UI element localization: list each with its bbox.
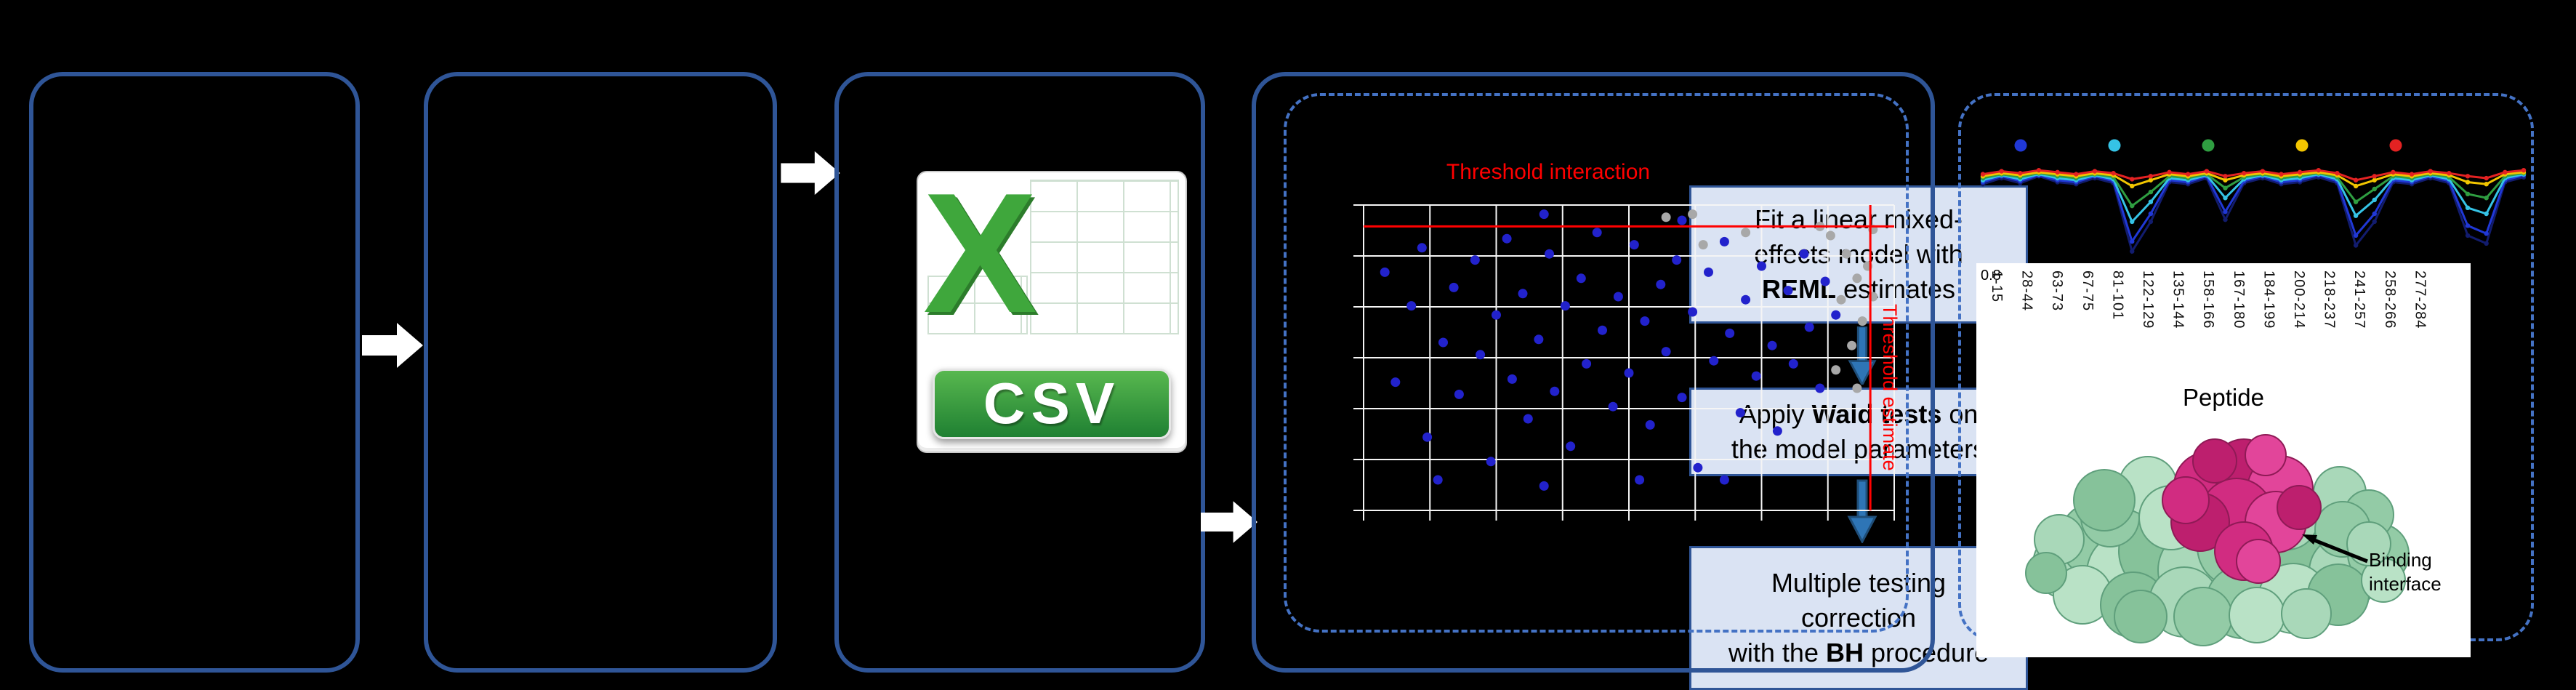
step-wald-tests: Apply Wald tests on the model parameters [1689,388,2028,476]
peptide-tick-label: 67-75 [2079,270,2096,312]
down-arrow-icon [1847,479,1877,543]
annotation-arrow [2314,538,2368,563]
profile-line [1982,173,2524,224]
step-line: Apply Wald tests on [1739,399,1979,429]
threshold-estimate-label: Threshold estimate [1879,304,1901,471]
profile-line [1982,174,2524,244]
peptide-tick-label: 184-199 [2261,270,2277,329]
scatter-significant-points [1380,209,1841,491]
y-axis-tick-label: 0.8 [1981,268,2001,284]
profile-line [1982,171,2524,188]
scatter-plot [1353,204,1895,521]
binding-interface-label: Binding interface [2369,548,2471,596]
peptide-tick-label: 218-237 [2321,270,2338,329]
peptide-tick-label: 167-180 [2230,270,2247,329]
peptide-tick-labels: 1-15 28-44 63-73 67-75 81-101 122-129 135-144 1… [1976,263,2471,387]
peptide-tick-label: 28-44 [2018,270,2035,312]
flow-arrow-icon [1201,501,1257,543]
peptide-tick-label: 241-257 [2351,270,2368,329]
peptide-axis-title: Peptide [2183,384,2264,411]
peptide-tick-label: 277-284 [2412,270,2428,329]
flow-arrow-icon [362,323,423,368]
csv-banner: CSV [933,368,1171,439]
binding-interface-region [2162,434,2322,584]
step-line: REML estimates [1761,274,1956,304]
step-line: effects model with [1754,239,1963,269]
annotation-line: Binding [2369,549,2432,571]
stage-box-model: Fit a linear mixed- effects model with R… [834,72,2028,690]
scatter-nonsignificant-points [1661,209,1878,393]
spreadsheet-grid [927,275,1028,335]
profile-line [1982,172,2524,208]
results-dashed-box [1284,93,1909,633]
down-arrow-icon [1848,326,1877,385]
stage-box-csv: X CSV [424,72,1187,673]
flow-arrow-icon [781,151,840,195]
stage-box-input [29,72,360,673]
peptide-tick-label: 1-15 [1989,270,2005,303]
profile-line [1982,169,2524,182]
csv-file-icon: X CSV [917,157,1187,453]
wald-bold: Wald tests [1811,399,1942,429]
condition-legend-dots [2014,139,2402,152]
csv-banner-label: CSV [983,371,1121,436]
profile-line [1982,174,2524,254]
scatter-grid [1353,204,1895,521]
peptide-tick-label: 63-73 [2049,270,2066,312]
peptide-tick-label: 135-144 [2170,270,2186,329]
peptide-tick-label: 200-214 [2291,270,2307,329]
annotation-line: interface [2369,573,2442,595]
peptide-tick-label: 258-266 [2381,270,2398,329]
threshold-interaction-label: Threshold interaction [1446,160,1651,184]
spreadsheet-grid [1030,179,1179,335]
bh-bold: BH [1825,638,1864,667]
peptide-axis-panel: 0.8 1-15 28-44 63-73 67-75 81-101 122-129 135-… [1976,263,2471,657]
annotation-arrowhead [2302,534,2317,545]
step-line: Multiple testing [1771,568,1947,598]
excel-x-glyph: X [923,156,1037,348]
stage-box-results [1252,72,1935,673]
step-line: Fit a linear mixed- [1754,204,1963,234]
protein-structure-image [2025,434,2410,646]
peptide-profile-chart [1980,139,2527,254]
peptide-tick-label: 81-101 [2109,270,2126,321]
peptide-tick-label: 122-129 [2140,270,2156,329]
peptide-tick-label: 158-166 [2200,270,2217,329]
